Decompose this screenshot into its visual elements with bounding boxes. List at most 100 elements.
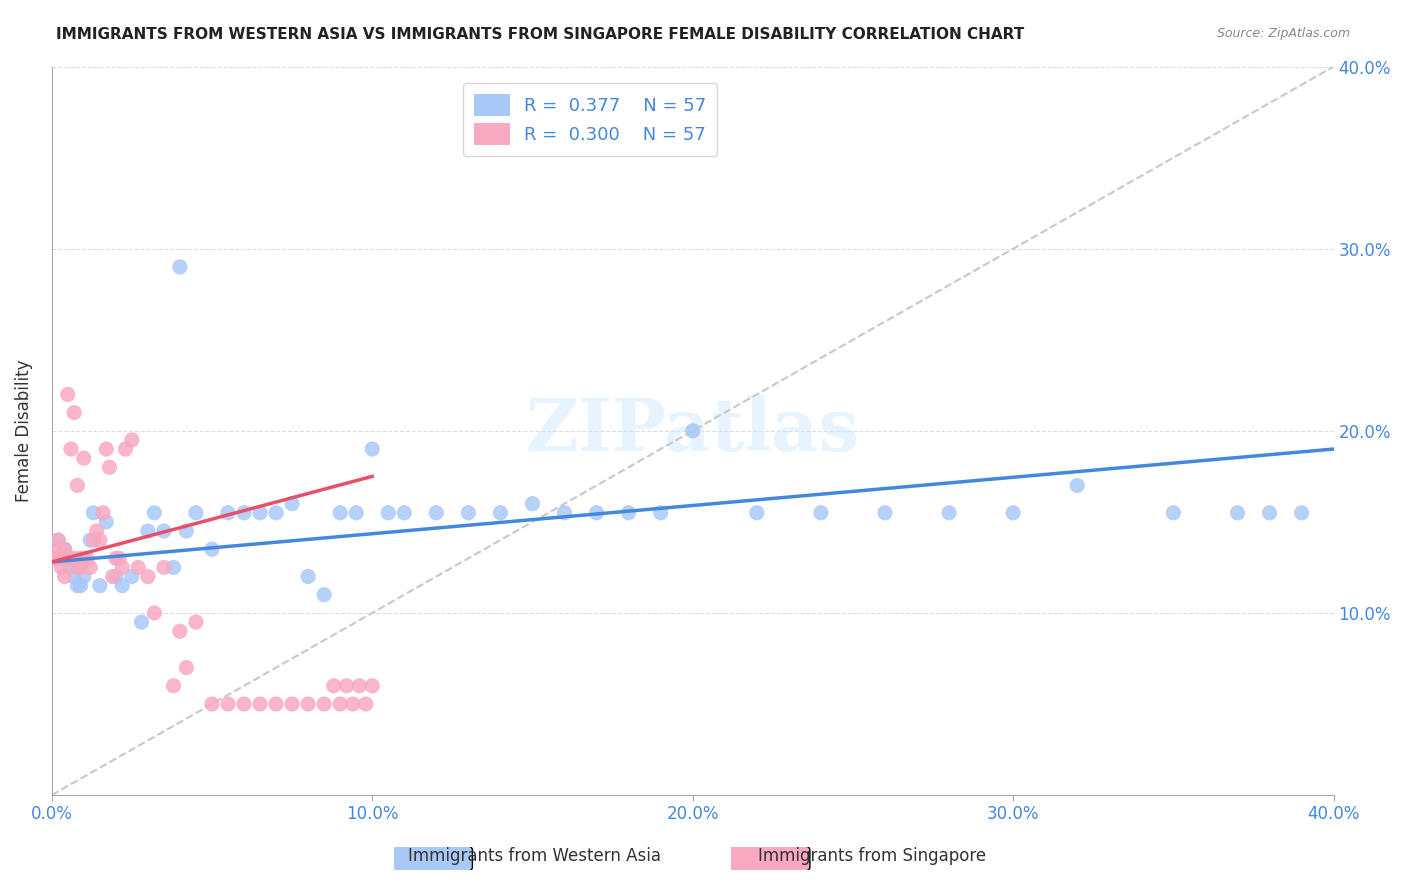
Point [249, 506, 271, 520]
Point [104, 569, 127, 583]
Point [63, 406, 86, 420]
Point [143, 506, 166, 520]
Point [745, 506, 768, 520]
Point [162, 679, 184, 693]
Point [1163, 506, 1185, 520]
Point [377, 506, 399, 520]
Point [281, 497, 304, 511]
Point [553, 506, 575, 520]
Point [76, 551, 98, 566]
Point [121, 569, 143, 583]
FancyBboxPatch shape [697, 843, 810, 874]
Point [873, 506, 896, 520]
Point [314, 697, 336, 711]
Point [184, 615, 207, 629]
Text: Immigrants from Singapore: Immigrants from Singapore [758, 847, 986, 865]
Point [108, 551, 131, 566]
Point [201, 697, 224, 711]
Point [114, 442, 136, 456]
Point [96, 442, 118, 456]
Point [53, 542, 76, 557]
Point [153, 524, 176, 538]
Point [53, 542, 76, 557]
Point [79, 533, 101, 547]
Point [44, 542, 66, 557]
Point [361, 679, 384, 693]
Point [44, 551, 66, 566]
Point [86, 524, 108, 538]
Point [104, 551, 127, 566]
Text: Immigrants from Western Asia: Immigrants from Western Asia [408, 847, 661, 865]
Point [344, 506, 367, 520]
Point [394, 506, 416, 520]
Point [810, 506, 832, 520]
Point [361, 442, 384, 456]
Point [96, 515, 118, 529]
Point [153, 560, 176, 574]
Point [650, 506, 672, 520]
Point [111, 579, 134, 593]
Point [585, 506, 607, 520]
Point [56, 551, 79, 566]
Point [89, 579, 111, 593]
Point [938, 506, 960, 520]
Point [136, 569, 159, 583]
Text: Source: ZipAtlas.com: Source: ZipAtlas.com [1216, 27, 1350, 40]
Point [233, 697, 256, 711]
Point [354, 697, 377, 711]
Point [82, 506, 104, 520]
Point [127, 560, 149, 574]
Point [131, 615, 153, 629]
Point [69, 579, 91, 593]
Point [281, 697, 304, 711]
Point [617, 506, 640, 520]
Point [322, 679, 344, 693]
Point [314, 588, 336, 602]
Point [1291, 506, 1313, 520]
Point [111, 560, 134, 574]
Point [82, 533, 104, 547]
Point [66, 478, 89, 492]
Point [101, 569, 124, 583]
Point [1066, 478, 1088, 492]
Y-axis label: Female Disability: Female Disability [15, 359, 32, 502]
Point [336, 679, 359, 693]
Point [53, 569, 76, 583]
Point [297, 569, 319, 583]
Point [66, 579, 89, 593]
Point [79, 560, 101, 574]
Point [425, 506, 447, 520]
Point [1002, 506, 1025, 520]
Point [264, 697, 287, 711]
Point [73, 569, 96, 583]
Point [69, 560, 91, 574]
Point [73, 451, 96, 466]
Point [98, 460, 121, 475]
Text: ZIPatlas: ZIPatlas [526, 395, 859, 467]
Point [46, 533, 69, 547]
Legend: R =  0.377    N = 57, R =  0.300    N = 57: R = 0.377 N = 57, R = 0.300 N = 57 [463, 83, 717, 156]
Point [59, 442, 82, 456]
Point [51, 560, 73, 574]
Point [169, 260, 191, 274]
Point [162, 560, 184, 574]
Point [264, 506, 287, 520]
Point [1226, 506, 1249, 520]
FancyBboxPatch shape [360, 843, 472, 874]
Point [73, 551, 96, 566]
Point [121, 433, 143, 447]
Point [249, 697, 271, 711]
Point [56, 387, 79, 401]
Point [69, 551, 91, 566]
Point [169, 624, 191, 639]
Point [59, 551, 82, 566]
Point [457, 506, 479, 520]
Point [136, 524, 159, 538]
Point [201, 542, 224, 557]
Point [184, 506, 207, 520]
Point [56, 551, 79, 566]
Point [297, 697, 319, 711]
Point [522, 497, 544, 511]
Point [46, 551, 69, 566]
Point [217, 697, 239, 711]
